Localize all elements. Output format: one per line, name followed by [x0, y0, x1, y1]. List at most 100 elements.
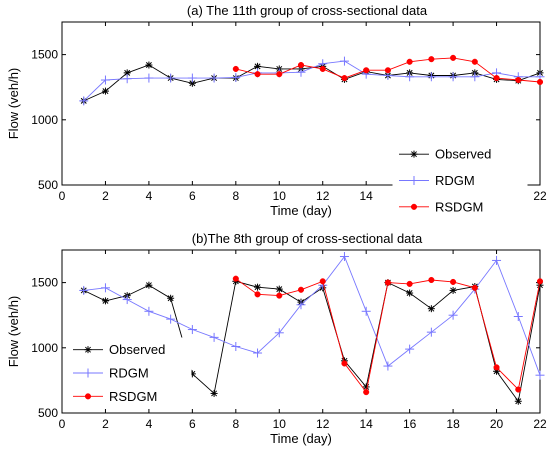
- data-point-rdgm: [426, 327, 436, 337]
- data-point-rsdgm: [471, 284, 478, 291]
- data-point-rdgm: [231, 341, 241, 351]
- data-point-rsdgm: [363, 67, 370, 74]
- data-point-rdgm: [79, 96, 89, 106]
- data-point-rdgm: [405, 344, 415, 354]
- data-point-observed-d2: [145, 62, 152, 69]
- data-point-observed-d2: [450, 287, 457, 294]
- data-point-observed-d2: [124, 69, 131, 76]
- x-axis-label: Time (day): [270, 431, 332, 446]
- data-point-observed-d2: [428, 305, 435, 312]
- data-point-rdgm: [166, 314, 176, 324]
- data-point-observed-d2: [167, 295, 174, 302]
- data-point-rsdgm: [384, 67, 391, 74]
- data-point-observed-d2: [189, 80, 196, 87]
- data-point-observed: [123, 69, 131, 77]
- data-point-rdgm: [122, 74, 132, 84]
- data-point-rsdgm: [254, 71, 261, 78]
- x-tick-label: 18: [446, 417, 460, 431]
- x-tick-label: 4: [146, 417, 153, 431]
- data-point-observed: [406, 289, 414, 297]
- data-point-rdgm: [513, 312, 523, 322]
- data-point-observed: [101, 87, 109, 95]
- series-rdgm: [79, 252, 545, 380]
- legend: Observed RDGM RSDGM: [66, 337, 192, 409]
- data-point-rsdgm: [341, 75, 348, 82]
- x-axis-label: Time (day): [270, 203, 332, 218]
- data-point-rdgm: [339, 56, 349, 66]
- data-point-rsdgm: [471, 58, 478, 65]
- x-tick-label: 2: [102, 417, 109, 431]
- data-point-observed-d2: [254, 63, 261, 70]
- data-point-rdgm: [122, 295, 132, 305]
- series-rdgm: [79, 56, 545, 106]
- x-tick-label: 14: [360, 189, 374, 203]
- x-tick-label: 0: [59, 417, 66, 431]
- legend-marker-rsdgm: [84, 393, 92, 400]
- data-point-rdgm: [296, 67, 306, 77]
- data-point-rsdgm: [493, 75, 500, 82]
- x-tick-label: 2: [102, 189, 109, 203]
- data-point-rsdgm: [515, 386, 522, 393]
- legend-label-rsdgm: RSDGM: [109, 389, 157, 404]
- data-point-rdgm: [405, 72, 415, 82]
- data-point-observed-d2: [102, 88, 109, 95]
- data-point-rsdgm: [276, 71, 283, 78]
- data-point-observed: [449, 286, 457, 294]
- x-tick-label: 12: [316, 417, 330, 431]
- data-point-rsdgm: [515, 76, 522, 84]
- data-point-observed-d2: [211, 390, 218, 397]
- y-tick-label: 500: [38, 178, 58, 192]
- data-point-rsdgm: [232, 65, 239, 72]
- data-point-rdgm: [535, 370, 545, 380]
- data-point-rdgm: [100, 75, 110, 85]
- series-line-rdgm: [83, 60, 540, 102]
- data-point-rsdgm: [428, 276, 435, 284]
- x-tick-label: 10: [273, 417, 287, 431]
- y-tick-label: 1500: [31, 48, 58, 62]
- data-point-rdgm: [209, 332, 219, 342]
- data-point-rdgm: [492, 255, 502, 265]
- legend-marker-observed-d2: [411, 151, 417, 158]
- x-tick-label: 6: [189, 189, 196, 203]
- legend-label-observed: Observed: [435, 147, 491, 162]
- x-tick-label: 4: [146, 189, 153, 203]
- data-point-observed: [254, 62, 262, 70]
- data-point-rsdgm: [297, 61, 305, 69]
- data-point-rsdgm: [319, 65, 326, 72]
- x-tick-label: 22: [533, 189, 547, 203]
- legend-marker-observed: [410, 150, 418, 158]
- legend-label-rsdgm: RSDGM: [435, 199, 483, 214]
- y-axis-label: Flow (veh/h): [6, 296, 21, 368]
- y-tick-label: 1000: [31, 113, 58, 127]
- data-point-observed: [427, 305, 435, 313]
- data-point-rdgm: [296, 300, 306, 310]
- data-point-rsdgm: [450, 54, 457, 61]
- x-tick-label: 20: [490, 417, 504, 431]
- legend-label-observed: Observed: [109, 342, 165, 357]
- data-point-rsdgm: [406, 280, 413, 287]
- data-point-observed: [514, 397, 522, 405]
- x-tick-label: 0: [59, 189, 66, 203]
- data-point-rsdgm: [319, 278, 326, 285]
- data-point-observed: [145, 61, 153, 69]
- y-tick-label: 1000: [31, 341, 58, 355]
- data-point-rdgm: [144, 73, 154, 83]
- data-point-observed-d2: [145, 282, 152, 289]
- data-point-observed-d2: [406, 290, 413, 297]
- y-tick-label: 1500: [31, 276, 58, 290]
- chart-title: (a) The 11th group of cross-sectional da…: [187, 3, 428, 18]
- data-point-rdgm: [187, 325, 197, 335]
- data-point-rdgm: [79, 285, 89, 295]
- data-point-rsdgm: [276, 292, 283, 299]
- legend: Observed RDGM RSDGM: [392, 140, 528, 221]
- data-point-rdgm: [426, 72, 436, 82]
- series-rsdgm: [232, 275, 544, 396]
- data-point-observed: [167, 294, 175, 302]
- x-tick-label: 14: [360, 417, 374, 431]
- data-point-rdgm: [383, 361, 393, 371]
- series-rsdgm: [232, 54, 544, 86]
- x-tick-label: 8: [232, 189, 239, 203]
- legend-label-rdgm: RDGM: [109, 366, 149, 381]
- chart-panel-2: (b)The 8th group of cross-sectional data…: [6, 231, 547, 446]
